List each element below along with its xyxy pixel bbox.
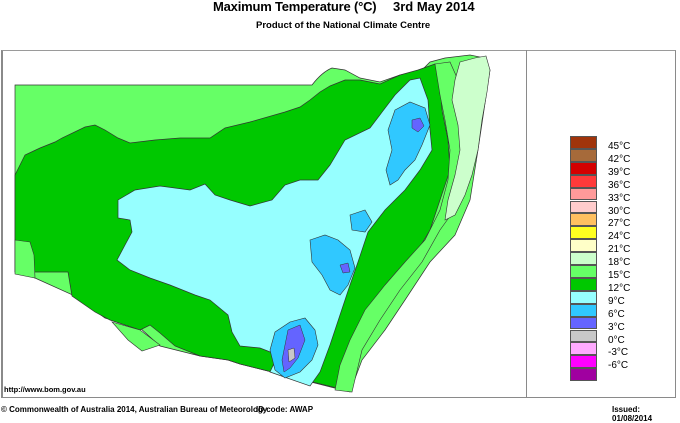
zone-15-18-sw [14, 239, 36, 279]
legend-label: 12°C [608, 282, 631, 294]
legend-swatch [570, 136, 597, 149]
legend-label: 42°C [608, 153, 631, 165]
legend-swatch [570, 226, 597, 240]
legend-swatch [570, 277, 597, 291]
legend-swatch [570, 161, 597, 175]
legend-label: 21°C [608, 244, 631, 256]
map-header: Maximum Temperature (°C) 3rd May 2014 [0, 0, 680, 16]
map-date: 3rd May 2014 [393, 0, 475, 14]
issued-date: Issued: 01/08/2014 [612, 405, 653, 423]
legend-label: 30°C [608, 205, 631, 217]
map-subtitle: Product of the National Climate Centre [256, 20, 431, 31]
copyright-text: © Commonwealth of Australia 2014, Austra… [1, 405, 268, 414]
map-frame [1, 50, 676, 398]
legend-swatch [570, 213, 597, 227]
map-title: Maximum Temperature (°C) [213, 0, 377, 14]
zone-3-6-north [411, 117, 425, 133]
legend-swatch [570, 174, 597, 188]
legend-label: 6°C [608, 308, 625, 320]
legend-swatch [570, 187, 597, 201]
legend-swatch [570, 342, 597, 356]
zone-9-12 [116, 77, 433, 387]
legend-label: 24°C [608, 231, 631, 243]
id-code: ID code: AWAP [256, 405, 314, 414]
legend-label: 39°C [608, 166, 631, 178]
legend-label: 27°C [608, 218, 631, 230]
source-url[interactable]: http://www.bom.gov.au [4, 385, 86, 394]
legend-label: -3°C [608, 347, 629, 359]
legend-label: 0°C [608, 334, 625, 346]
legend-swatch [570, 252, 597, 265]
legend-swatch [570, 239, 597, 253]
legend-swatch [570, 355, 597, 369]
legend-swatch [570, 148, 597, 162]
legend-label: -6°C [608, 360, 629, 372]
zone-6-9-mid [349, 209, 373, 233]
zone-18-21 [444, 55, 491, 221]
zone-0-3 [287, 347, 296, 363]
legend-divider [526, 50, 527, 398]
legend-label: 18°C [608, 257, 631, 269]
zone-6-9-central [309, 234, 356, 296]
legend-swatch [570, 290, 597, 304]
legend-swatch [570, 316, 597, 330]
legend-swatch [570, 368, 597, 382]
legend-swatch [570, 200, 597, 214]
legend-label: 45°C [608, 141, 631, 152]
legend-label: 9°C [608, 295, 625, 307]
zone-3-6-central [339, 262, 351, 274]
zone-15-18-s [111, 321, 161, 352]
legend-swatch [570, 303, 597, 317]
legend-label: 3°C [608, 321, 625, 333]
legend-swatch [570, 329, 597, 343]
legend-swatch [570, 265, 597, 278]
legend-label: 15°C [608, 270, 631, 281]
legend-label: 36°C [608, 179, 631, 191]
legend-label: 33°C [608, 192, 631, 204]
